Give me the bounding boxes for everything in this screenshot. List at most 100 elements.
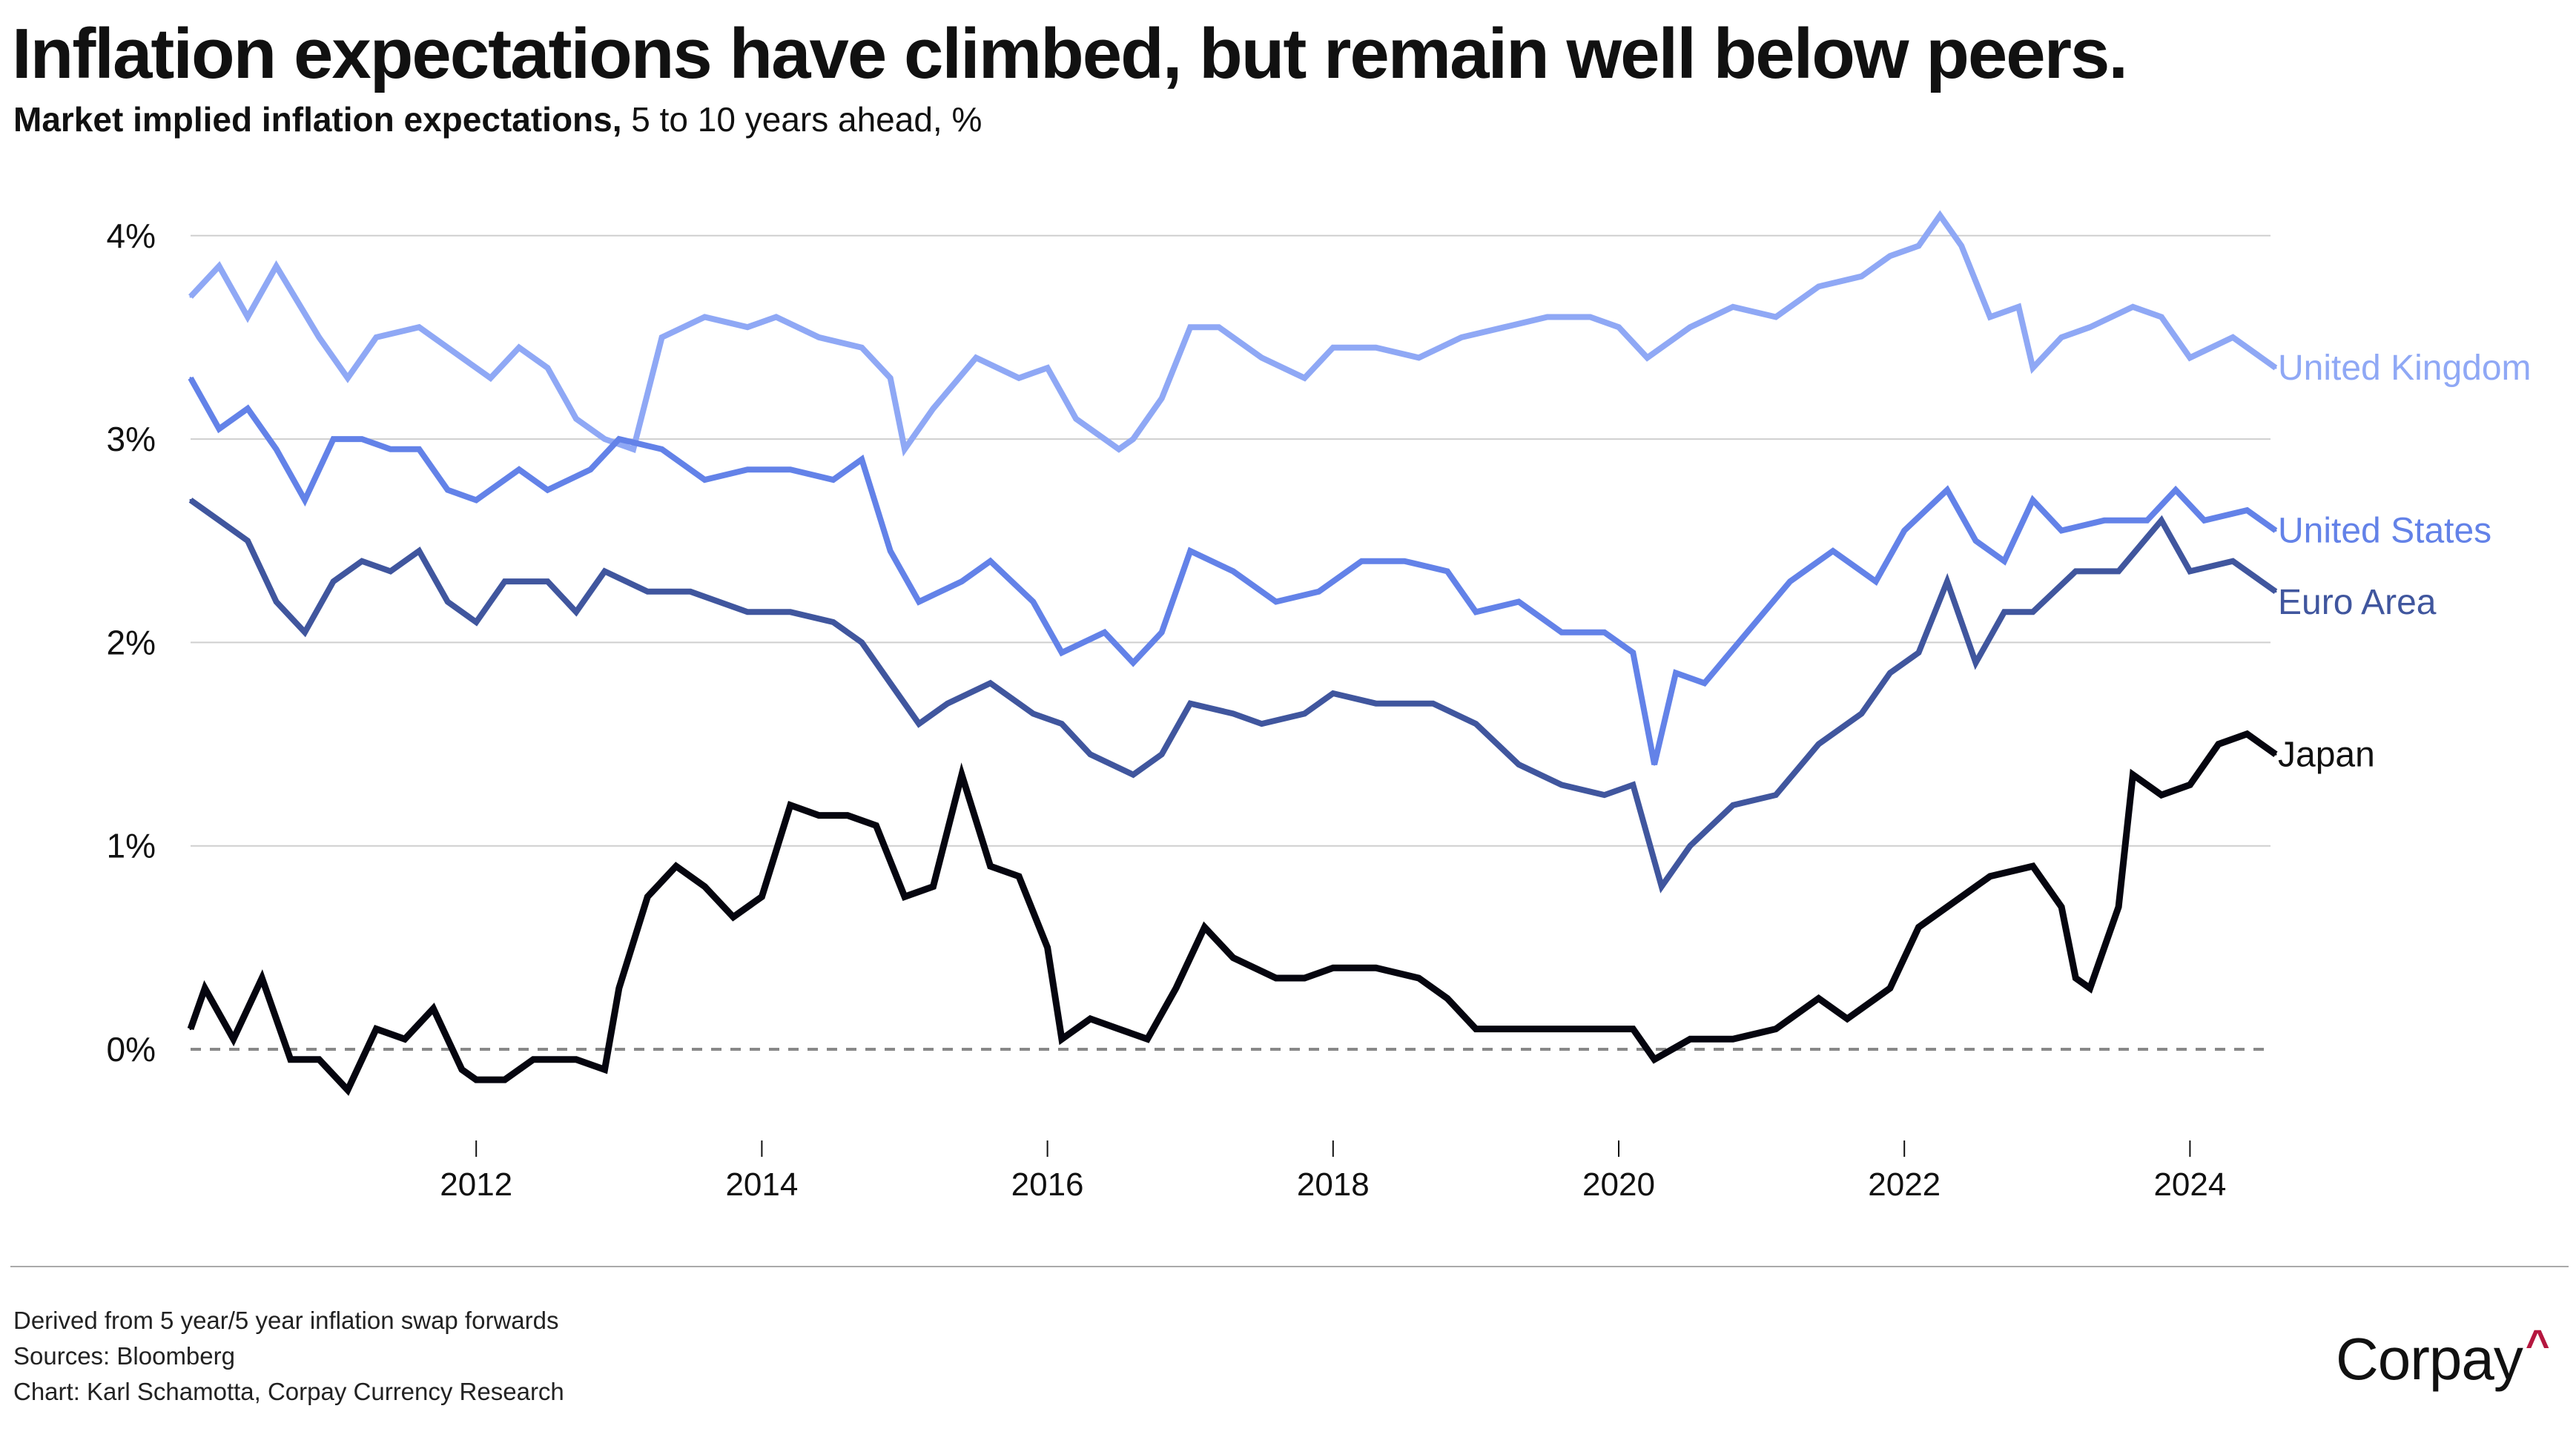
data-point-euro bbox=[2003, 610, 2006, 613]
data-point-euro bbox=[2231, 560, 2234, 563]
data-point-uk bbox=[1960, 245, 1963, 247]
data-point-japan bbox=[1375, 966, 1378, 969]
data-point-uk bbox=[632, 448, 635, 451]
data-point-us bbox=[2060, 529, 2063, 532]
data-point-uk bbox=[2131, 306, 2134, 308]
data-point-us bbox=[1631, 651, 1634, 654]
data-point-us bbox=[446, 489, 449, 492]
data-point-euro bbox=[1232, 712, 1235, 715]
data-point-euro bbox=[917, 722, 920, 725]
data-point-us bbox=[189, 377, 192, 380]
data-point-us bbox=[1789, 580, 1791, 583]
data-point-japan bbox=[2117, 905, 2120, 908]
data-point-japan bbox=[732, 916, 735, 919]
data-point-japan bbox=[503, 1078, 506, 1081]
data-point-us bbox=[2245, 509, 2248, 512]
data-point-us bbox=[275, 448, 278, 451]
data-point-us bbox=[1603, 631, 1606, 634]
data-point-japan bbox=[1817, 997, 1820, 1000]
data-point-japan bbox=[1474, 1028, 1477, 1031]
data-point-japan bbox=[317, 1058, 320, 1061]
data-point-euro bbox=[1474, 722, 1477, 725]
data-point-japan bbox=[2160, 793, 2163, 796]
data-point-us bbox=[1703, 681, 1706, 684]
corpay-logo: Corpay^ bbox=[2336, 1320, 2550, 1393]
line-chart: 0%1%2%3%4% 2012 2014 2016 2018 2020 2022 2024 … bbox=[107, 210, 2532, 1203]
data-point-euro bbox=[2160, 519, 2163, 522]
data-point-uk bbox=[974, 356, 977, 359]
data-point-euro bbox=[1031, 712, 1034, 715]
data-point-euro bbox=[604, 570, 606, 572]
data-point-japan bbox=[903, 895, 906, 898]
data-point-euro bbox=[646, 590, 649, 593]
data-point-uk bbox=[2160, 316, 2163, 318]
data-point-uk bbox=[1117, 448, 1120, 451]
data-point-uk bbox=[417, 326, 420, 329]
data-point-uk bbox=[1160, 397, 1163, 400]
data-point-japan bbox=[817, 814, 820, 817]
data-point-euro bbox=[1261, 722, 1263, 725]
data-point-us bbox=[989, 560, 992, 563]
data-point-japan bbox=[2089, 987, 2092, 990]
data-point-us bbox=[860, 458, 863, 460]
data-point-japan bbox=[675, 865, 678, 868]
data-point-us bbox=[475, 498, 478, 501]
data-point-japan bbox=[189, 1028, 192, 1031]
data-point-us bbox=[1232, 570, 1235, 572]
data-point-us bbox=[360, 438, 363, 440]
y-tick-label: 0% bbox=[107, 1030, 156, 1069]
data-point-uk bbox=[1046, 366, 1049, 369]
data-point-uk bbox=[1460, 336, 1463, 339]
data-point-uk bbox=[489, 377, 492, 380]
data-point-us bbox=[303, 498, 306, 501]
data-point-euro bbox=[303, 631, 306, 634]
data-point-japan bbox=[646, 895, 649, 898]
data-point-euro bbox=[1432, 702, 1435, 705]
data-point-japan bbox=[2245, 733, 2248, 736]
data-point-us bbox=[546, 489, 549, 492]
data-point-euro bbox=[1089, 753, 1092, 756]
data-point-japan bbox=[1017, 875, 1020, 878]
y-tick-label: 2% bbox=[107, 623, 156, 661]
data-point-uk bbox=[1918, 245, 1920, 247]
data-point-japan bbox=[2074, 977, 2077, 980]
data-point-euro bbox=[1132, 773, 1135, 776]
data-point-japan bbox=[846, 814, 849, 817]
x-tick-label: 2016 bbox=[1011, 1166, 1084, 1203]
data-point-uk bbox=[889, 377, 892, 380]
data-point-uk bbox=[346, 377, 349, 380]
data-point-us bbox=[1946, 489, 1949, 492]
data-point-japan bbox=[2060, 905, 2063, 908]
data-point-uk bbox=[1817, 285, 1820, 288]
data-point-us bbox=[1360, 560, 1363, 563]
data-point-japan bbox=[789, 804, 792, 807]
x-tick-label: 2018 bbox=[1297, 1166, 1370, 1203]
data-point-euro bbox=[689, 590, 692, 593]
data-point-uk bbox=[1989, 316, 1992, 318]
data-point-uk bbox=[1860, 275, 1863, 278]
data-point-uk bbox=[746, 326, 749, 329]
data-point-japan bbox=[1303, 977, 1306, 980]
data-point-uk bbox=[860, 346, 863, 349]
data-point-us bbox=[417, 448, 420, 451]
data-point-uk bbox=[1731, 306, 1734, 308]
data-point-us bbox=[1474, 610, 1477, 613]
data-point-japan bbox=[1989, 875, 1992, 878]
data-point-japan bbox=[1846, 1017, 1849, 1020]
data-point-japan bbox=[289, 1058, 292, 1061]
y-tick-label: 1% bbox=[107, 827, 156, 865]
data-point-japan bbox=[203, 987, 206, 990]
data-point-japan bbox=[232, 1037, 235, 1040]
data-point-uk bbox=[2017, 306, 2020, 308]
series-line-japan bbox=[187, 730, 2278, 1096]
data-point-us bbox=[1103, 631, 1106, 634]
data-point-euro bbox=[1160, 753, 1163, 756]
data-point-japan bbox=[1889, 987, 1892, 990]
data-point-japan bbox=[760, 895, 763, 898]
data-point-us bbox=[1318, 590, 1320, 593]
data-point-uk bbox=[374, 336, 377, 339]
data-point-uk bbox=[1303, 377, 1306, 380]
data-point-us bbox=[1674, 672, 1677, 674]
data-point-uk bbox=[1189, 326, 1192, 329]
data-point-japan bbox=[346, 1089, 349, 1092]
